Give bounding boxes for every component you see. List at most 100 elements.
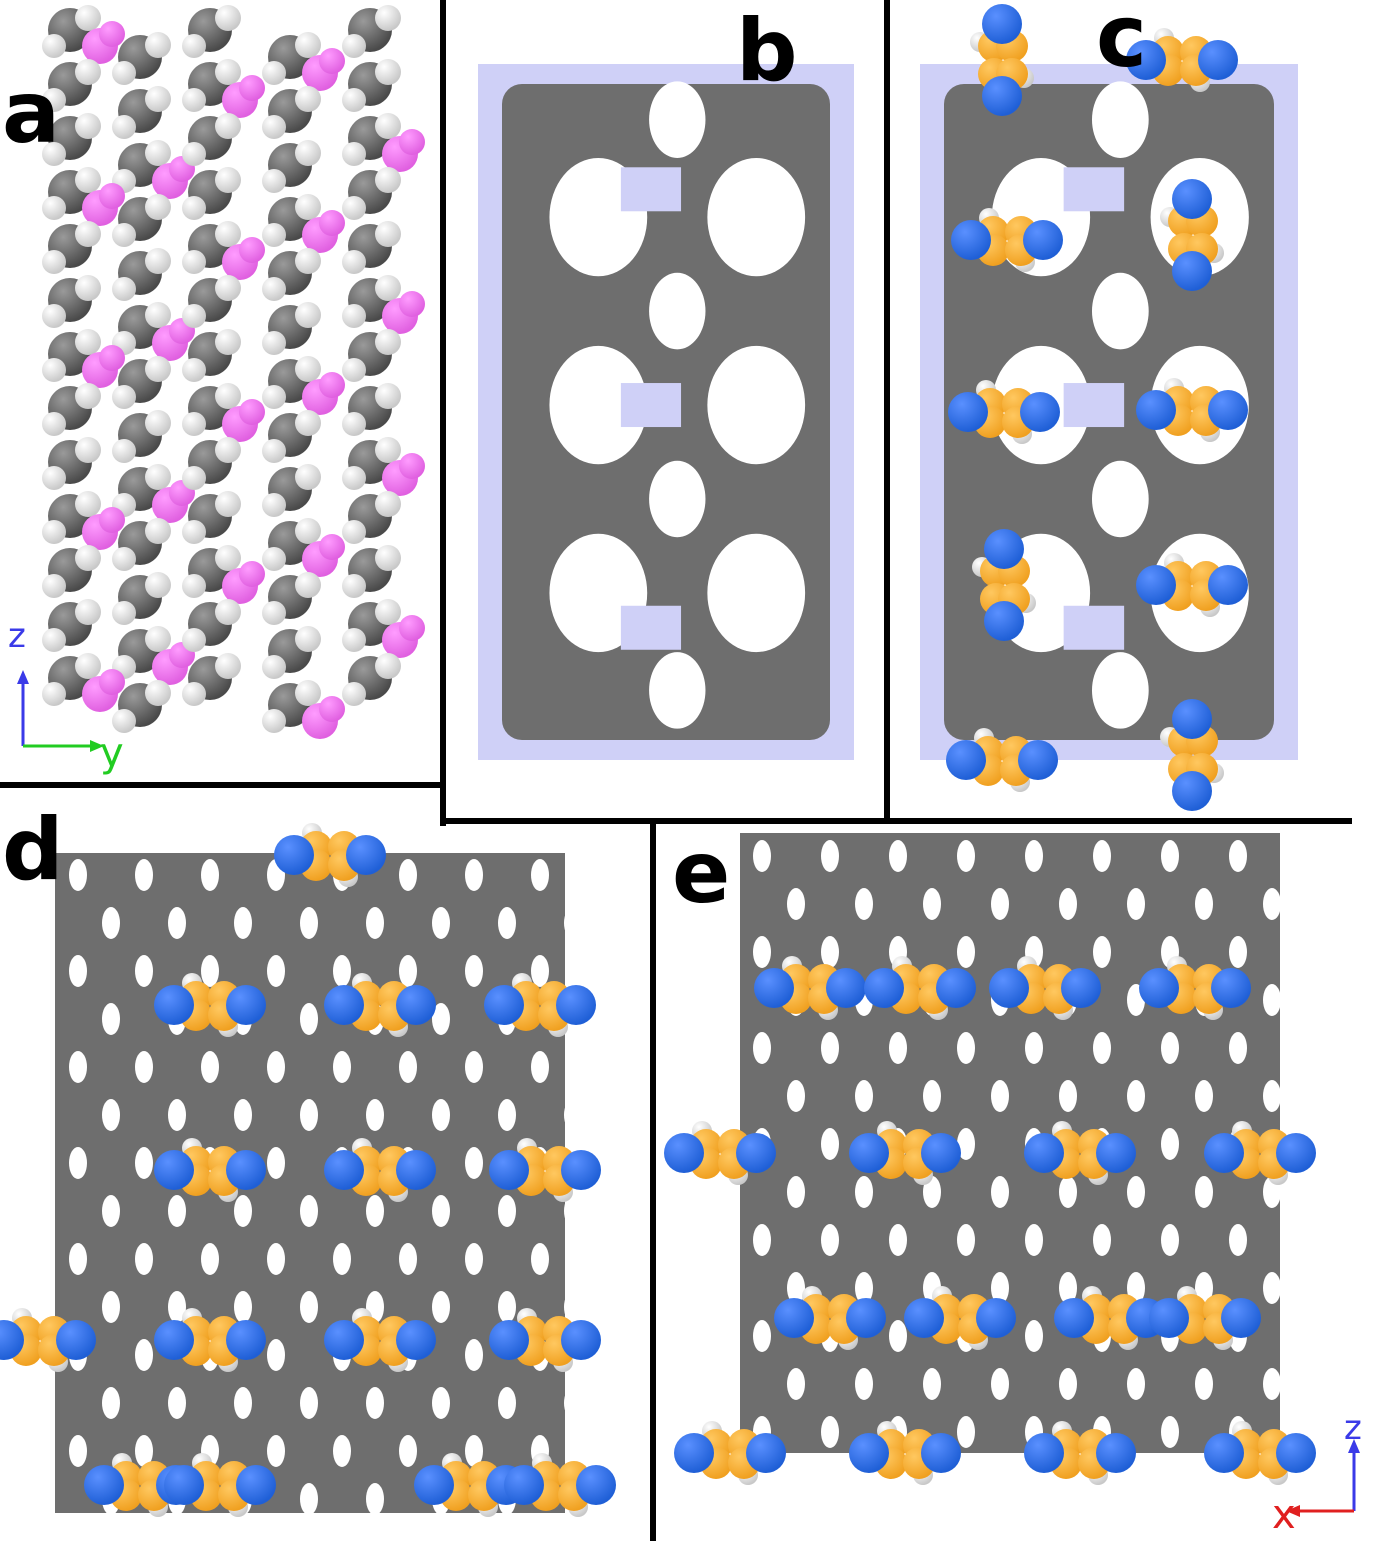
framework-window — [889, 1320, 907, 1352]
atom — [396, 1150, 436, 1190]
framework-window — [267, 1435, 285, 1467]
hydrogen-atom — [182, 574, 206, 598]
hydrogen-atom — [145, 32, 171, 58]
hydrogen-atom — [75, 275, 101, 301]
hydrogen-atom — [215, 491, 241, 517]
atom — [324, 1320, 364, 1360]
atom — [1136, 390, 1176, 430]
atom — [154, 1150, 194, 1190]
atom — [1136, 565, 1176, 605]
framework-window — [168, 907, 186, 939]
panel-b: b — [448, 0, 884, 820]
framework-window — [432, 1387, 450, 1419]
atom — [236, 1465, 276, 1505]
framework-window — [366, 1387, 384, 1419]
large-pore-1-1 — [707, 345, 806, 465]
framework-window — [300, 1099, 318, 1131]
window-section-1 — [1063, 383, 1125, 428]
atom — [1204, 1133, 1244, 1173]
atom — [976, 1298, 1016, 1338]
hydrogen-atom — [375, 437, 401, 463]
framework-window — [1229, 936, 1247, 968]
hydrogen-atom — [145, 86, 171, 112]
framework-window — [957, 1128, 975, 1160]
atom — [904, 1298, 944, 1338]
atom — [1172, 771, 1212, 811]
atom — [414, 1465, 454, 1505]
atom — [346, 835, 386, 875]
guest-molecule-9 — [774, 1286, 886, 1350]
atom — [226, 1150, 266, 1190]
hydrogen-atom — [42, 358, 66, 382]
framework-window — [465, 955, 483, 987]
small-pore-1 — [649, 272, 706, 350]
framework-window — [1059, 1080, 1077, 1112]
atom — [274, 835, 314, 875]
hydrogen-atom — [295, 572, 321, 598]
hydrogen-atom — [262, 547, 286, 571]
hydrogen-atom — [42, 250, 66, 274]
framework-window — [787, 888, 805, 920]
guest-molecule-3 — [324, 973, 436, 1037]
hydrogen-atom — [342, 682, 366, 706]
framework-window — [432, 1291, 450, 1323]
framework-window — [135, 1435, 153, 1467]
hydrogen-atom — [215, 545, 241, 571]
atom — [1126, 40, 1166, 80]
hydrogen-atom — [375, 329, 401, 355]
framework-window — [957, 936, 975, 968]
framework-window — [564, 1099, 582, 1131]
hydrogen-atom — [75, 383, 101, 409]
framework-window — [1229, 840, 1247, 872]
framework-window — [821, 936, 839, 968]
framework-window — [923, 1368, 941, 1400]
framework-window — [102, 1195, 120, 1227]
panel-c-pore-surface-with-guests — [920, 4, 1298, 811]
atom — [56, 1320, 96, 1360]
panel-c: c — [892, 0, 1376, 820]
guest-molecule-5 — [664, 1121, 776, 1185]
framework-window — [1263, 1080, 1281, 1112]
framework-window — [135, 1339, 153, 1371]
hydrogen-atom — [262, 331, 286, 355]
guest-molecule-3 — [951, 208, 1063, 272]
framework-window — [267, 1147, 285, 1179]
framework-window — [366, 1483, 384, 1515]
atom — [1211, 968, 1251, 1008]
guest-molecule-3 — [989, 956, 1101, 1020]
framework-window — [1127, 1368, 1145, 1400]
hydrogen-atom — [75, 5, 101, 31]
framework-window — [102, 1291, 120, 1323]
framework-window — [333, 1435, 351, 1467]
framework-window — [753, 1224, 771, 1256]
atom — [324, 1150, 364, 1190]
window-section-0 — [1063, 167, 1125, 212]
hydrogen-atom — [215, 221, 241, 247]
framework-window — [821, 1416, 839, 1448]
framework-window — [1127, 888, 1145, 920]
atom — [1172, 179, 1212, 219]
atom — [674, 1433, 714, 1473]
guest-molecule-2 — [154, 973, 266, 1037]
fluorine-atom — [99, 345, 125, 371]
atom — [864, 968, 904, 1008]
fluorine-atom — [239, 561, 265, 587]
fluorine-atom — [319, 696, 345, 722]
guest-molecule-15 — [1024, 1421, 1136, 1485]
hydrogen-atom — [145, 518, 171, 544]
hydrogen-atom — [75, 329, 101, 355]
framework-window — [1195, 1368, 1213, 1400]
panel-a-label: a — [2, 63, 61, 163]
framework-window — [753, 1032, 771, 1064]
window-section-1 — [620, 383, 682, 428]
hydrogen-atom — [375, 275, 401, 301]
hydrogen-atom — [262, 601, 286, 625]
small-pore-1 — [1091, 272, 1149, 350]
atom — [1024, 1433, 1064, 1473]
atom — [1204, 1433, 1244, 1473]
hydrogen-atom — [112, 547, 136, 571]
guest-molecule-1 — [970, 4, 1034, 116]
atom — [1198, 40, 1238, 80]
framework-window — [399, 1051, 417, 1083]
hydrogen-atom — [182, 628, 206, 652]
